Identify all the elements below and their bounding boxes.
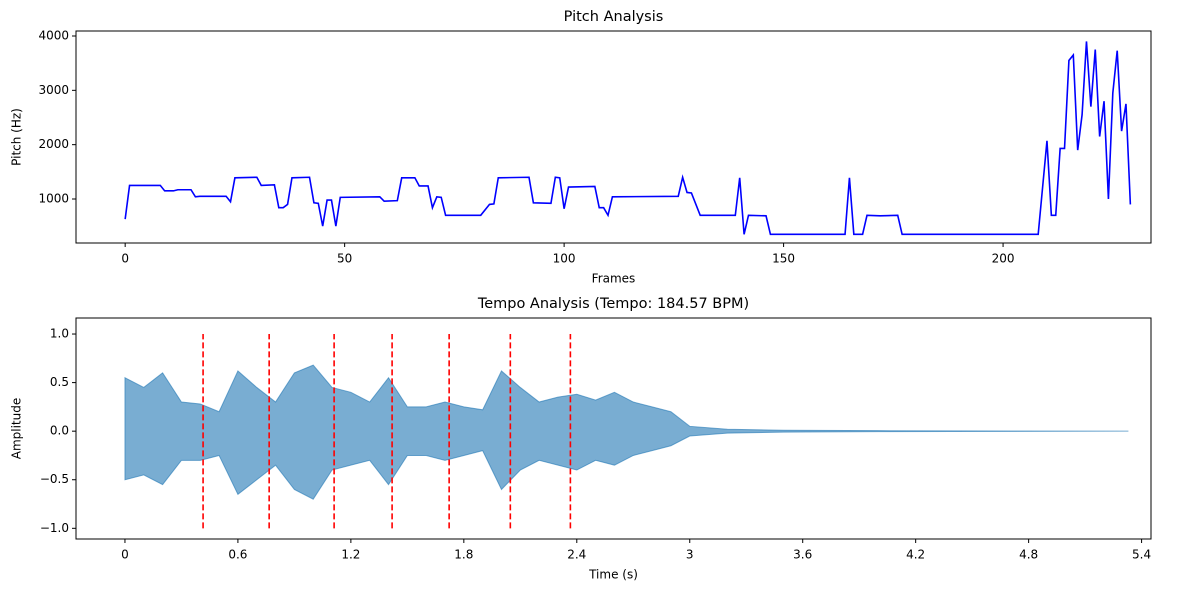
x-tick-label: 200 [992,252,1015,266]
x-tick-label: 100 [553,252,576,266]
axes-frame [75,317,1152,540]
x-tick-label: 3.6 [793,548,812,562]
axes-frame [75,30,1152,244]
chart-title: Tempo Analysis (Tempo: 184.57 BPM) [477,296,749,312]
x-tick-label: 1.8 [454,548,473,562]
x-tick-label: 5.4 [1132,548,1151,562]
y-tick-label: 0.0 [50,424,69,438]
y-axis-label: Amplitude [10,398,24,460]
x-tick-label: 2.4 [567,548,586,562]
x-tick-label: 50 [337,252,352,266]
x-axis-label: Time (s) [588,568,638,582]
y-axis-label: Pitch (Hz) [10,108,24,166]
chart-title: Pitch Analysis [564,9,664,25]
x-tick-label: 0.6 [228,548,247,562]
x-tick-label: 0 [121,548,129,562]
x-tick-label: 4.8 [1019,548,1038,562]
x-tick-label: 4.2 [906,548,925,562]
y-tick-label: 1000 [38,191,69,205]
waveform [124,364,1129,500]
y-tick-label: 1.0 [50,327,69,341]
y-tick-label: 0.5 [50,375,69,389]
y-tick-label: −0.5 [40,472,69,486]
x-tick-label: 3 [686,548,694,562]
x-tick-label: 0 [121,252,129,266]
y-tick-label: 2000 [38,137,69,151]
x-tick-label: 1.2 [341,548,360,562]
pitch-line [124,41,1132,236]
y-tick-label: 4000 [38,28,69,42]
y-tick-label: −1.0 [40,521,69,535]
x-axis-label: Frames [592,272,636,286]
x-tick-label: 150 [772,252,795,266]
y-tick-label: 3000 [38,83,69,97]
